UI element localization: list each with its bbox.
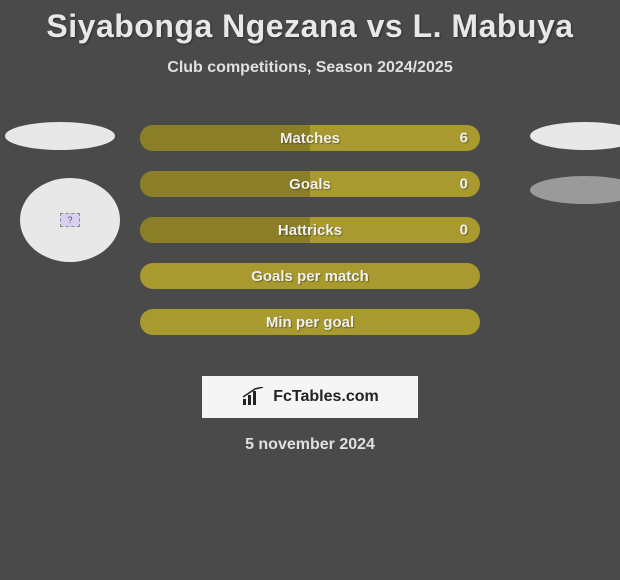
stat-label: Min per goal bbox=[266, 314, 354, 331]
stat-row-min-per-goal: Min per goal bbox=[140, 309, 480, 335]
page-title: Siyabonga Ngezana vs L. Mabuya bbox=[0, 0, 620, 45]
stat-row-goals: Goals 0 bbox=[140, 171, 480, 197]
stat-row-matches: Matches 6 bbox=[140, 125, 480, 151]
stat-value: 0 bbox=[460, 176, 468, 193]
stat-label: Hattricks bbox=[278, 222, 342, 239]
player-right-badge-2 bbox=[530, 176, 620, 204]
stat-label: Goals bbox=[289, 176, 331, 193]
brand-text: FcTables.com bbox=[273, 388, 379, 406]
player-left-badge-1 bbox=[5, 122, 115, 150]
stat-row-hattricks: Hattricks 0 bbox=[140, 217, 480, 243]
stat-row-goals-per-match: Goals per match bbox=[140, 263, 480, 289]
subtitle: Club competitions, Season 2024/2025 bbox=[0, 59, 620, 77]
stats-container: Matches 6 Goals 0 Hattricks 0 Goals per … bbox=[140, 125, 480, 355]
stat-label: Matches bbox=[280, 130, 340, 147]
stat-value: 0 bbox=[460, 222, 468, 239]
brand-chart-icon bbox=[241, 387, 267, 407]
player-right-badge-1 bbox=[530, 122, 620, 150]
date-text: 5 november 2024 bbox=[0, 436, 620, 454]
avatar-placeholder-icon: ? bbox=[60, 213, 80, 227]
stat-label: Goals per match bbox=[251, 268, 369, 285]
stat-value: 6 bbox=[460, 130, 468, 147]
player-left-avatar: ? bbox=[20, 178, 120, 262]
brand-badge: FcTables.com bbox=[202, 376, 418, 418]
